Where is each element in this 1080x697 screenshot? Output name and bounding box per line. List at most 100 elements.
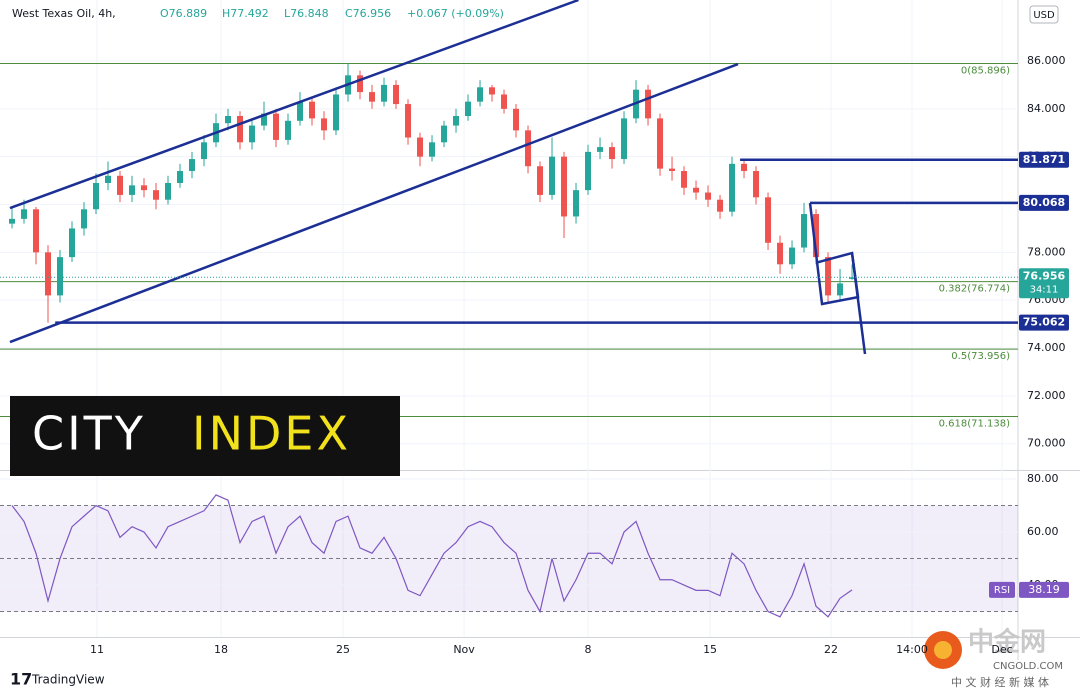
x-tick-label: 18 [214,643,228,656]
level-badge [1019,314,1069,331]
ohlc-change: +0.067 (+0.09%) [407,7,504,20]
candle-body [129,185,136,195]
price-pane [0,0,1018,417]
city-index-logo [10,396,400,476]
candle-body [573,190,580,217]
tv-icon: 𝟭𝟳 [10,670,32,689]
fib-label: 0.5(73.956) [951,351,1010,362]
candle-body [285,120,292,140]
x-tick-label: Dec [991,643,1012,656]
cngold-slogan: 中 文 财 经 新 媒 体 [951,675,1049,689]
candle-body [9,218,16,224]
last-price-badge [1019,268,1069,299]
cngold-icon-inner [934,641,952,659]
currency: USD [1033,10,1055,21]
candle-body [549,156,556,195]
level-badge [1019,151,1069,168]
y-tick-label: 72.000 [1027,389,1066,402]
y-tick-label: 86.000 [1027,54,1066,67]
candle-body [21,209,28,219]
candle-body [465,101,472,117]
candle-body [321,118,328,131]
ohlc-high: H77.492 [222,7,269,20]
currency-badge[interactable] [1029,5,1059,24]
candle-body [417,137,424,157]
candle-body [237,116,244,143]
candle-body [849,277,856,279]
trendline [9,62,739,344]
countdown: 34:11 [1030,284,1059,295]
fib-label: 0(85.896) [961,65,1010,76]
last-price-label: 76.956 [1023,269,1066,282]
x-tick-label: Nov [453,643,475,656]
fib-label: 0.618(71.138) [939,418,1011,429]
candle-body [405,104,412,138]
y-tick-label: 78.000 [1027,245,1066,258]
candle-body [177,171,184,183]
rsi-value: 38.19 [1028,583,1060,596]
candle-body [381,84,388,102]
candle-body [825,257,832,296]
x-tick-label: 8 [585,643,592,656]
candle-body [525,130,532,167]
candle-body [441,125,448,143]
chart-title: West Texas Oil, 4h, [12,7,116,20]
candle-body [645,89,652,119]
candle-body [561,156,568,217]
logo-index: INDEX [192,407,351,461]
candle-body [201,142,208,160]
candle-body [81,209,88,229]
rsi-value-badge [1019,581,1069,598]
y-tick-label: 70.000 [1027,437,1066,450]
candle-body [741,163,748,172]
level-label: 81.871 [1023,153,1065,166]
candle-body [333,94,340,131]
x-tick-label: 15 [703,643,717,656]
x-tick-label: 22 [824,643,838,656]
candle-body [393,84,400,105]
candle-body [165,182,172,200]
logo-city: CITY [32,407,146,461]
candle-body [69,228,76,258]
candle-body [273,113,280,140]
fib-label: 0.382(76.774) [939,284,1011,295]
candle-body [681,171,688,188]
candle-body [609,147,616,160]
level-label: 75.062 [1023,316,1065,329]
level-badge [1019,194,1069,211]
candle-body [585,151,592,191]
ohlc-open: O76.889 [160,7,207,20]
candle-body [117,175,124,195]
candle-body [309,101,316,119]
candle-body [369,92,376,102]
candle-body [429,142,436,157]
rsi-tick-label: 80.00 [1027,472,1059,485]
candle-body [45,252,52,296]
candle-body [261,113,268,126]
y-tick-label: 74.000 [1027,341,1066,354]
candle-body [153,190,160,200]
candle-body [189,159,196,172]
candle-body [477,87,484,102]
candle-body [537,166,544,195]
candle-body [57,257,64,296]
cngold-site: CNGOLD.COM [993,661,1063,672]
rsi-name-badge [989,581,1015,598]
candle-body [33,209,40,253]
candle-body [249,125,256,143]
trendline [9,0,579,210]
candle-body [225,116,232,124]
grid [0,0,1018,637]
candle-body [789,247,796,265]
candle-body [105,175,112,183]
candle-body [621,118,628,160]
candle-body [777,242,784,265]
candle-body [453,116,460,126]
level-label: 80.068 [1023,196,1065,209]
candle-body [765,197,772,243]
rsi-line [11,494,853,618]
ohlc-low: L76.848 [284,7,329,20]
candle-body [141,185,148,191]
candle-body [729,163,736,212]
